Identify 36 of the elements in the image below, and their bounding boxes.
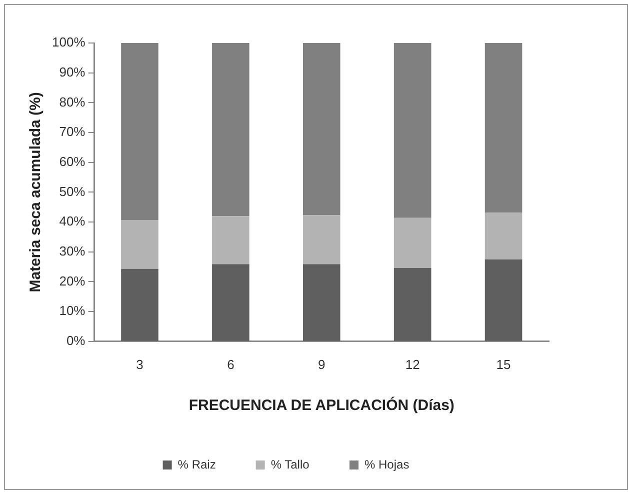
y-tick-label: 100% (52, 34, 86, 50)
x-axis-title: FRECUENCIA DE APLICACIÓN (Días) (188, 396, 454, 414)
y-tick-label: 60% (59, 154, 86, 169)
y-tick-label: 50% (59, 184, 86, 199)
bar (121, 268, 158, 341)
x-tick-label: 15 (496, 356, 511, 372)
x-tick-label: 12 (405, 356, 420, 372)
y-tick-label: 40% (59, 214, 86, 229)
x-tick-label: 9 (318, 356, 326, 372)
y-tick-label: 0% (66, 332, 86, 348)
bar (394, 43, 432, 218)
bar (394, 218, 432, 268)
bar (302, 215, 340, 264)
bar (212, 264, 250, 341)
bar (121, 220, 158, 269)
bar (484, 259, 522, 341)
legend-label: % Raiz (178, 457, 216, 472)
bar (302, 43, 340, 216)
y-tick-label: 10% (59, 303, 86, 318)
bar (484, 212, 522, 260)
y-axis-title: Materia seca acumulada (%) (27, 92, 44, 292)
bar (212, 43, 250, 216)
bar (212, 216, 250, 264)
bar (302, 264, 340, 341)
x-tick-label: 6 (227, 356, 234, 372)
y-tick-label: 30% (59, 243, 86, 258)
bar (121, 43, 158, 220)
legend-label: % Hojas (364, 457, 410, 472)
legend-label: % Tallo (270, 457, 310, 472)
y-tick-label: 90% (59, 64, 86, 80)
y-tick-label: 70% (59, 124, 86, 140)
y-tick-label: 80% (59, 94, 86, 110)
bar (484, 43, 522, 213)
x-tick-label: 3 (136, 356, 144, 372)
y-tick-label: 20% (59, 273, 86, 288)
bar (394, 268, 432, 341)
